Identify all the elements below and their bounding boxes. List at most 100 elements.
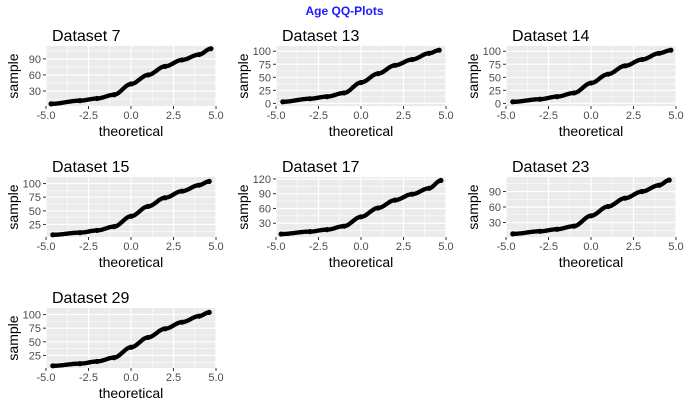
data-point <box>111 224 117 230</box>
data-points <box>50 309 212 369</box>
y-tick-label: 75 <box>29 192 41 204</box>
data-point <box>206 309 212 315</box>
x-axis-label: theoretical <box>99 254 164 270</box>
y-axis-label: sample <box>465 53 481 98</box>
y-tick-label: 50 <box>489 72 501 84</box>
y-axis-label: sample <box>465 184 481 229</box>
y-tick-label: 90 <box>29 54 41 66</box>
data-point <box>392 62 398 68</box>
y-tick-label: 100 <box>23 310 41 322</box>
data-point <box>571 223 577 229</box>
data-point <box>409 56 415 63</box>
x-tick-label: -2.5 <box>79 241 98 253</box>
x-tick-label: 0.0 <box>123 372 138 384</box>
y-tick-label: 90 <box>259 189 271 201</box>
x-tick-label: 2.5 <box>166 110 181 122</box>
x-axis-label: theoretical <box>559 123 624 139</box>
x-axis-label: theoretical <box>99 123 164 139</box>
data-point <box>77 98 83 104</box>
data-point <box>622 63 628 69</box>
data-point <box>436 47 442 53</box>
y-tick-label: 75 <box>489 59 501 71</box>
x-tick-label: 2.5 <box>166 241 181 253</box>
data-point <box>77 361 83 367</box>
x-tick-label: 5.0 <box>438 241 453 253</box>
data-point <box>145 334 151 341</box>
data-point <box>162 326 168 332</box>
data-points <box>50 178 212 238</box>
data-point <box>48 101 54 107</box>
x-tick-label: 2.5 <box>626 110 641 122</box>
qq-plot-dataset-17: Dataset 17 -5.0 -2.5 0.0 2.5 5.0 30 60 90 120 theo… <box>235 159 454 270</box>
data-points <box>510 177 672 237</box>
x-tick-label: 0.0 <box>583 241 598 253</box>
x-tick-label: -5.0 <box>497 241 516 253</box>
data-point <box>426 185 432 191</box>
data-point <box>196 182 202 188</box>
x-tick-label: 5.0 <box>668 110 683 122</box>
data-point <box>162 195 168 201</box>
data-point <box>537 96 543 102</box>
data-point <box>409 191 415 197</box>
data-point <box>588 80 594 86</box>
y-tick-label: 30 <box>29 86 41 98</box>
qq-plot-dataset-23: Dataset 23 -5.0 -2.5 0.0 2.5 5.0 30 60 90 theoret… <box>465 159 684 270</box>
data-point <box>208 46 214 52</box>
x-tick-label: 2.5 <box>626 241 641 253</box>
data-point <box>307 96 313 102</box>
data-point <box>128 81 134 87</box>
data-point <box>94 95 100 102</box>
data-point <box>280 99 286 105</box>
data-point <box>426 50 432 56</box>
panel-title: Dataset 23 <box>512 159 589 176</box>
x-tick-label: -5.0 <box>37 241 56 253</box>
qq-plot-dataset-7: Dataset 7 -5.0 -2.5 0.0 2.5 5.0 30 60 90 theoreti… <box>5 28 224 139</box>
x-tick-label: -2.5 <box>539 241 558 253</box>
x-axis-label: theoretical <box>99 385 164 401</box>
y-tick-label: 60 <box>29 70 41 82</box>
data-point <box>324 94 330 100</box>
x-tick-label: -5.0 <box>497 110 516 122</box>
y-tick-label: 120 <box>253 174 271 186</box>
data-point <box>392 197 398 203</box>
x-tick-label: -5.0 <box>37 372 56 384</box>
data-point <box>358 79 364 86</box>
y-tick-label: 60 <box>259 203 271 215</box>
data-point <box>179 188 185 194</box>
data-point <box>206 178 212 184</box>
data-point <box>111 92 117 98</box>
y-tick-label: 100 <box>483 46 501 58</box>
panel-title: Dataset 14 <box>512 28 589 45</box>
x-tick-label: 0.0 <box>583 110 598 122</box>
y-tick-label: 60 <box>489 202 501 214</box>
data-point <box>145 72 151 78</box>
x-tick-label: -5.0 <box>37 110 56 122</box>
data-point <box>162 63 168 69</box>
data-point <box>196 313 202 319</box>
data-point <box>375 71 381 77</box>
x-tick-label: -2.5 <box>309 110 328 122</box>
data-point <box>111 355 117 361</box>
y-tick-label: 75 <box>29 323 41 335</box>
x-tick-label: 0.0 <box>353 110 368 122</box>
y-tick-label: 0 <box>265 98 271 110</box>
data-point <box>77 230 83 236</box>
data-point <box>622 195 628 201</box>
panel-title: Dataset 29 <box>52 290 129 307</box>
y-axis-label: sample <box>235 53 251 98</box>
x-tick-label: 0.0 <box>123 110 138 122</box>
data-point <box>145 203 151 210</box>
y-axis-label: sample <box>5 53 21 98</box>
x-tick-label: 5.0 <box>438 110 453 122</box>
data-point <box>50 363 56 369</box>
data-point <box>375 205 381 211</box>
x-tick-label: 5.0 <box>208 241 223 253</box>
x-axis-label: theoretical <box>329 254 394 270</box>
y-tick-label: 90 <box>489 186 501 198</box>
y-tick-label: 25 <box>29 219 41 231</box>
x-tick-label: 5.0 <box>208 110 223 122</box>
data-point <box>571 90 577 96</box>
